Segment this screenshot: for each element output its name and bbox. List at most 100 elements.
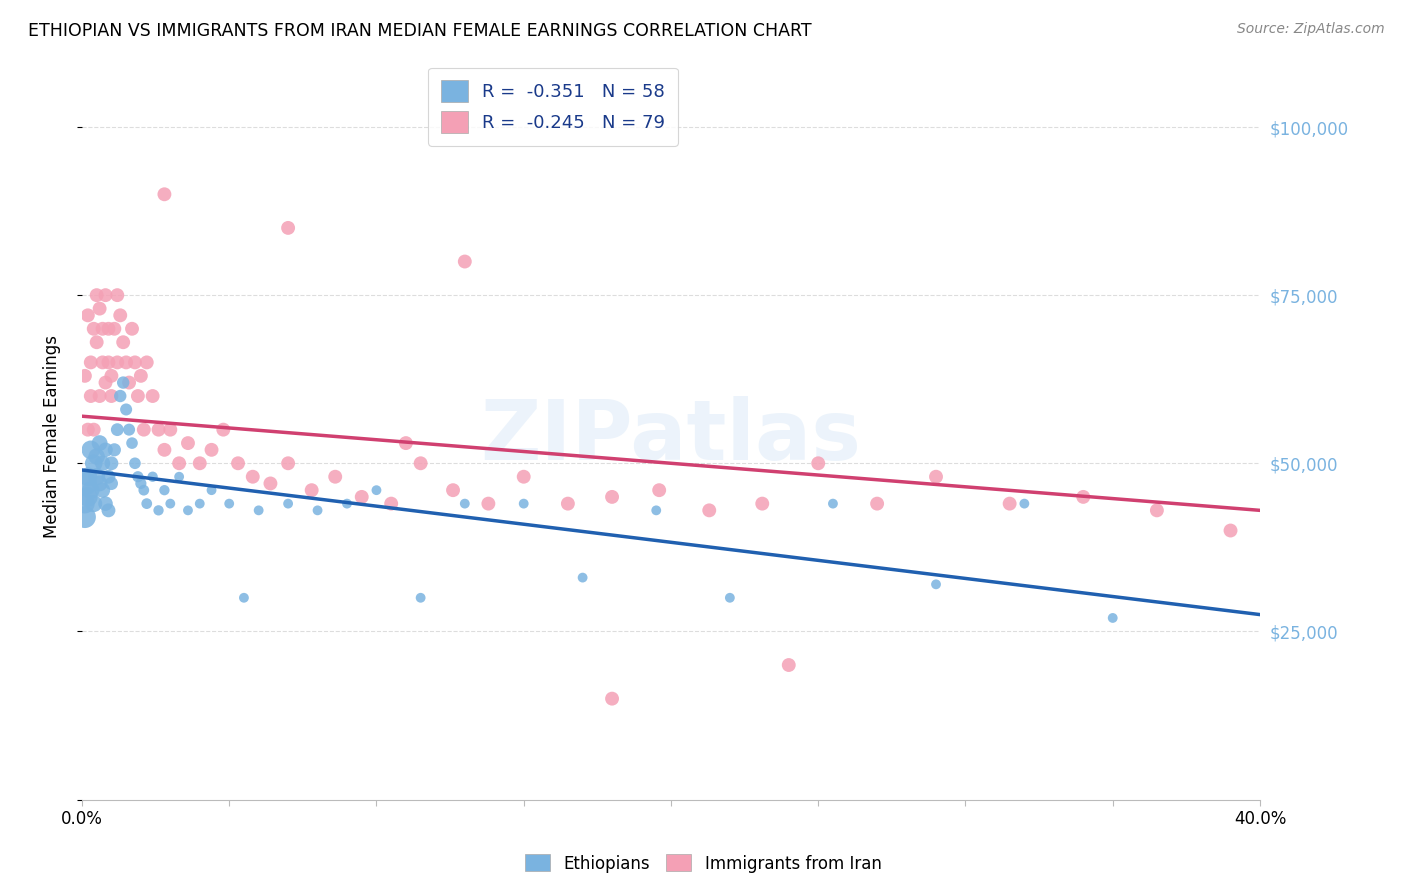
Point — [129, 368, 152, 383]
Point — [100, 456, 122, 470]
Point — [1014, 497, 1036, 511]
Point — [97, 355, 120, 369]
Point — [105, 423, 128, 437]
Point — [76, 309, 98, 323]
Point — [132, 483, 155, 498]
Point — [73, 497, 96, 511]
Point — [167, 456, 190, 470]
Legend: R =  -0.351   N = 58, R =  -0.245   N = 79: R = -0.351 N = 58, R = -0.245 N = 79 — [429, 68, 678, 146]
Point — [83, 322, 105, 336]
Point — [247, 503, 270, 517]
Point — [380, 497, 402, 511]
Point — [242, 469, 264, 483]
Point — [1219, 524, 1241, 538]
Point — [277, 456, 299, 470]
Point — [89, 476, 111, 491]
Point — [86, 335, 108, 350]
Point — [153, 442, 176, 457]
Point — [80, 389, 103, 403]
Text: ETHIOPIAN VS IMMIGRANTS FROM IRAN MEDIAN FEMALE EARNINGS CORRELATION CHART: ETHIOPIAN VS IMMIGRANTS FROM IRAN MEDIAN… — [28, 22, 811, 40]
Point — [188, 456, 211, 470]
Point — [73, 368, 96, 383]
Point — [105, 355, 128, 369]
Point — [167, 469, 190, 483]
Point — [821, 497, 844, 511]
Point — [97, 469, 120, 483]
Point — [121, 436, 143, 450]
Point — [148, 423, 170, 437]
Point — [177, 436, 200, 450]
Point — [135, 355, 157, 369]
Point — [751, 497, 773, 511]
Point — [200, 442, 222, 457]
Point — [307, 503, 329, 517]
Point — [200, 483, 222, 498]
Point — [512, 497, 534, 511]
Point — [118, 376, 141, 390]
Point — [153, 187, 176, 202]
Y-axis label: Median Female Earnings: Median Female Earnings — [44, 334, 60, 538]
Point — [135, 497, 157, 511]
Point — [1101, 611, 1123, 625]
Point — [212, 423, 235, 437]
Point — [409, 456, 432, 470]
Point — [778, 658, 800, 673]
Point — [148, 503, 170, 517]
Point — [454, 497, 477, 511]
Point — [718, 591, 741, 605]
Point — [86, 469, 108, 483]
Point — [648, 483, 671, 498]
Point — [103, 322, 125, 336]
Point — [110, 309, 132, 323]
Point — [94, 442, 117, 457]
Point — [153, 483, 176, 498]
Point — [86, 450, 108, 464]
Point — [188, 497, 211, 511]
Point — [600, 490, 623, 504]
Point — [97, 322, 120, 336]
Point — [277, 220, 299, 235]
Point — [925, 577, 948, 591]
Legend: Ethiopians, Immigrants from Iran: Ethiopians, Immigrants from Iran — [517, 847, 889, 880]
Point — [89, 301, 111, 316]
Point — [998, 497, 1021, 511]
Point — [218, 497, 240, 511]
Point — [110, 389, 132, 403]
Point — [105, 288, 128, 302]
Point — [557, 497, 579, 511]
Point — [1146, 503, 1168, 517]
Point — [124, 456, 146, 470]
Point — [366, 483, 388, 498]
Point — [91, 355, 114, 369]
Point — [454, 254, 477, 268]
Point — [259, 476, 281, 491]
Point — [94, 497, 117, 511]
Point — [115, 402, 138, 417]
Point — [86, 288, 108, 302]
Point — [89, 436, 111, 450]
Point — [80, 483, 103, 498]
Point — [118, 423, 141, 437]
Point — [115, 355, 138, 369]
Point — [132, 423, 155, 437]
Point — [127, 389, 149, 403]
Point — [83, 423, 105, 437]
Point — [336, 497, 359, 511]
Point — [94, 288, 117, 302]
Point — [89, 389, 111, 403]
Point — [301, 483, 323, 498]
Point — [127, 469, 149, 483]
Point — [142, 389, 165, 403]
Point — [697, 503, 720, 517]
Point — [600, 691, 623, 706]
Point — [121, 322, 143, 336]
Point — [100, 389, 122, 403]
Point — [395, 436, 418, 450]
Point — [73, 510, 96, 524]
Point — [159, 423, 181, 437]
Point — [124, 355, 146, 369]
Point — [80, 355, 103, 369]
Point — [277, 497, 299, 511]
Point — [807, 456, 830, 470]
Point — [571, 571, 593, 585]
